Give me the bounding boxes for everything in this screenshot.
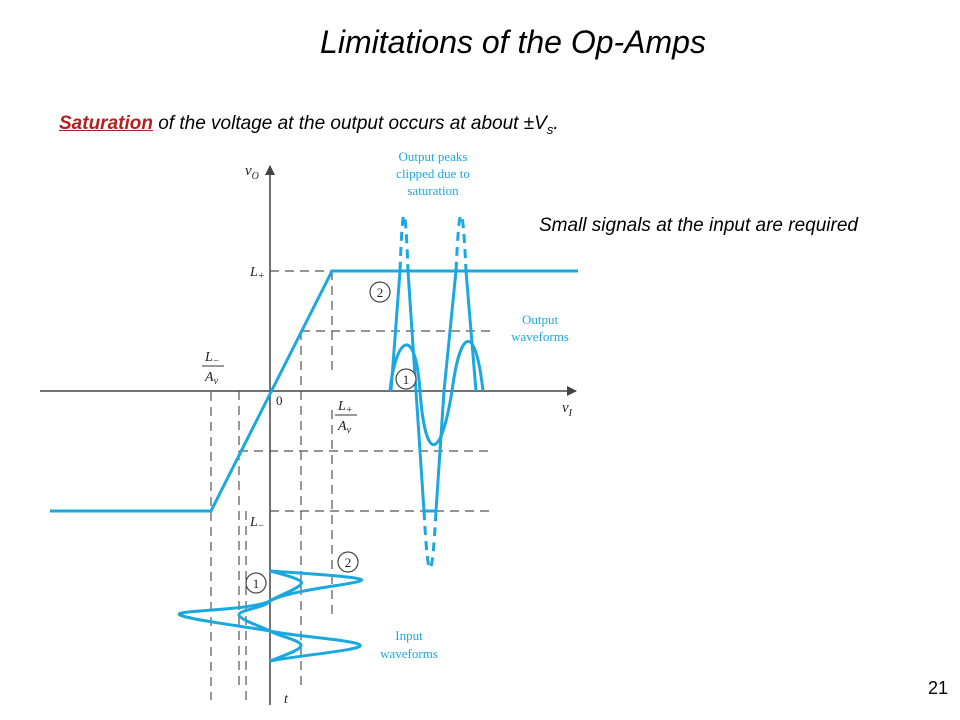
- l-plus-label: L+: [249, 265, 265, 282]
- marker-2-output: 2: [369, 281, 391, 303]
- fraction-l-plus-over-av: L+ Av: [335, 399, 357, 436]
- svg-text:1: 1: [403, 372, 410, 387]
- svg-text:2: 2: [377, 285, 384, 300]
- svg-text:saturation: saturation: [407, 183, 459, 198]
- marker-1-output: 1: [395, 368, 417, 390]
- side-note: Small signals at the input are required: [539, 215, 858, 236]
- fraction-l-minus-over-av: L− Av: [202, 350, 224, 387]
- svg-text:waveforms: waveforms: [511, 329, 569, 344]
- svg-text:Input: Input: [395, 628, 423, 643]
- svg-text:Output peaks: Output peaks: [399, 149, 468, 164]
- svg-text:Output: Output: [522, 312, 559, 327]
- svg-text:waveforms: waveforms: [380, 646, 438, 661]
- clipped-peaks-annotation: Output peaks clipped due to saturation: [396, 149, 470, 198]
- horizontal-axis-label: vI: [562, 400, 573, 419]
- marker-1-input: 1: [245, 572, 267, 594]
- dashed-guides: [210, 270, 491, 700]
- subtitle-text: Saturation of the voltage at the output …: [59, 113, 559, 137]
- origin-label: 0: [276, 393, 283, 408]
- l-minus-label: L−: [249, 515, 265, 532]
- output-waveforms-annotation: Output waveforms: [511, 312, 569, 344]
- svg-text:Av: Av: [337, 419, 352, 436]
- vertical-axis-label: vO: [245, 163, 259, 182]
- svg-text:L+: L+: [337, 399, 353, 416]
- input-waveform-2: [177, 569, 364, 663]
- svg-text:1: 1: [253, 576, 260, 591]
- svg-text:2: 2: [345, 555, 352, 570]
- page-number: 21: [927, 678, 948, 698]
- subtitle-end: .: [553, 113, 559, 134]
- subtitle-rest: of the voltage at the output occurs at a…: [152, 113, 547, 134]
- output-waveform-2: [389, 214, 478, 570]
- svg-text:L−: L−: [204, 350, 220, 367]
- svg-text:clipped due to: clipped due to: [396, 166, 470, 181]
- output-waveform-1: [388, 340, 485, 446]
- input-waveforms-annotation: Input waveforms: [380, 628, 438, 661]
- slide-title: Limitations of the Op-Amps: [320, 24, 706, 60]
- subtitle-subscript: s: [546, 121, 554, 137]
- time-axis-label: t: [284, 692, 289, 707]
- marker-2-input: 2: [337, 551, 359, 573]
- svg-text:Av: Av: [204, 370, 219, 387]
- input-waveform-1: [237, 569, 303, 663]
- saturation-keyword: Saturation: [59, 113, 153, 134]
